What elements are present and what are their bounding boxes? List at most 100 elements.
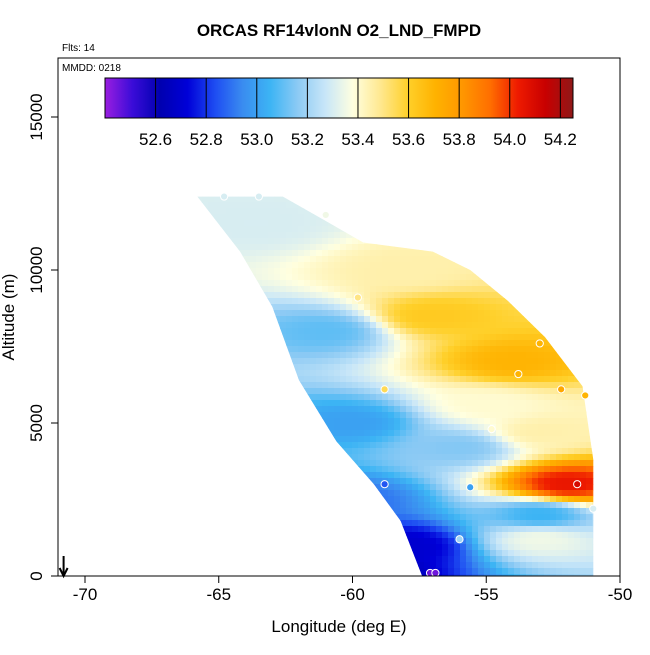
heatmap-cell [202,316,209,323]
heatmap-cell [184,568,190,574]
heatmap-cell [136,544,142,550]
heatmap-cell [274,274,281,281]
heatmap-cell [178,358,184,364]
heatmap-cell [148,478,154,484]
heatmap-cell [94,316,100,322]
heatmap-cell [166,298,172,304]
heatmap-cell [88,400,94,406]
heatmap-cell [154,214,160,220]
heatmap-cell [328,262,335,269]
heatmap-cell [322,520,329,527]
heatmap-cell [370,268,377,275]
heatmap-cell [160,466,166,472]
heatmap-cell [130,376,136,382]
heatmap-cell [262,490,269,497]
heatmap-cell [244,532,251,539]
heatmap-cell [352,226,359,233]
heatmap-cell [352,436,359,443]
heatmap-cell [292,292,299,299]
heatmap-cell [70,214,76,220]
heatmap-cell [304,436,311,443]
heatmap-cell [148,232,154,238]
heatmap-cell [286,250,293,257]
heatmap-cell [262,250,269,257]
heatmap-cell [172,250,178,256]
heatmap-cell [256,520,263,527]
heatmap-cell [112,118,118,124]
heatmap-cell [274,256,281,263]
heatmap-cell [370,418,377,425]
heatmap-cell [226,334,233,341]
heatmap-cell [298,472,305,479]
heatmap-cell [220,232,227,239]
heatmap-cell [142,280,148,286]
heatmap-cell [352,508,359,515]
heatmap-cell [322,514,329,521]
heatmap-cell [304,520,311,527]
heatmap-cell [400,172,406,178]
heatmap-cell [88,508,94,514]
heatmap-cell [70,364,76,370]
heatmap-cell [214,562,221,569]
heatmap-cell [370,274,377,281]
heatmap-cell [148,238,154,244]
heatmap-cell [334,310,341,317]
heatmap-cell [322,562,329,569]
heatmap-cell [64,316,70,322]
heatmap-cell [388,160,394,166]
heatmap-cell [58,268,64,274]
heatmap-cell [250,418,257,425]
heatmap-cell [334,184,340,190]
heatmap-cell [106,352,112,358]
heatmap-cell [154,370,160,376]
heatmap-cell [184,196,190,202]
heatmap-cell [166,358,172,364]
heatmap-cell [208,490,215,497]
heatmap-cell [190,550,196,556]
heatmap-cell [190,442,196,448]
heatmap-cell [250,484,257,491]
heatmap-cell [154,520,160,526]
heatmap-cell [106,538,112,544]
heatmap-cell [388,364,395,371]
heatmap-cell [196,118,202,124]
heatmap-cell [250,466,257,473]
heatmap-cell [286,478,293,485]
heatmap-cell [166,514,172,520]
heatmap-cell [208,502,215,509]
heatmap-cell [100,508,106,514]
heatmap-cell [172,418,178,424]
heatmap-cell [172,538,178,544]
heatmap-cell [142,526,148,532]
heatmap-cell [202,370,209,377]
heatmap-cell [82,394,88,400]
heatmap-cell [304,412,311,419]
heatmap-cell [202,484,209,491]
heatmap-cell [82,208,88,214]
heatmap-cell [64,388,70,394]
heatmap-cell [100,418,106,424]
heatmap-cell [250,508,257,515]
heatmap-cell [280,328,287,335]
heatmap-cell [256,304,263,311]
heatmap-cell [94,454,100,460]
heatmap-cell [166,190,172,196]
heatmap-cell [148,556,154,562]
heatmap-cell [70,370,76,376]
heatmap-cell [268,508,275,515]
heatmap-cell [118,442,124,448]
heatmap-cell [340,556,347,563]
heatmap-cell [388,232,395,239]
heatmap-cell [76,208,82,214]
heatmap-cell [220,574,227,576]
heatmap-cell [394,184,400,190]
heatmap-cell [70,286,76,292]
heatmap-cell [334,304,341,311]
heatmap-cell [256,382,263,389]
heatmap-cell [112,418,118,424]
heatmap-cell [226,514,233,521]
heatmap-cell [250,514,257,521]
heatmap-cell [232,124,238,130]
heatmap-cell [346,352,353,359]
heatmap-cell [196,160,202,166]
